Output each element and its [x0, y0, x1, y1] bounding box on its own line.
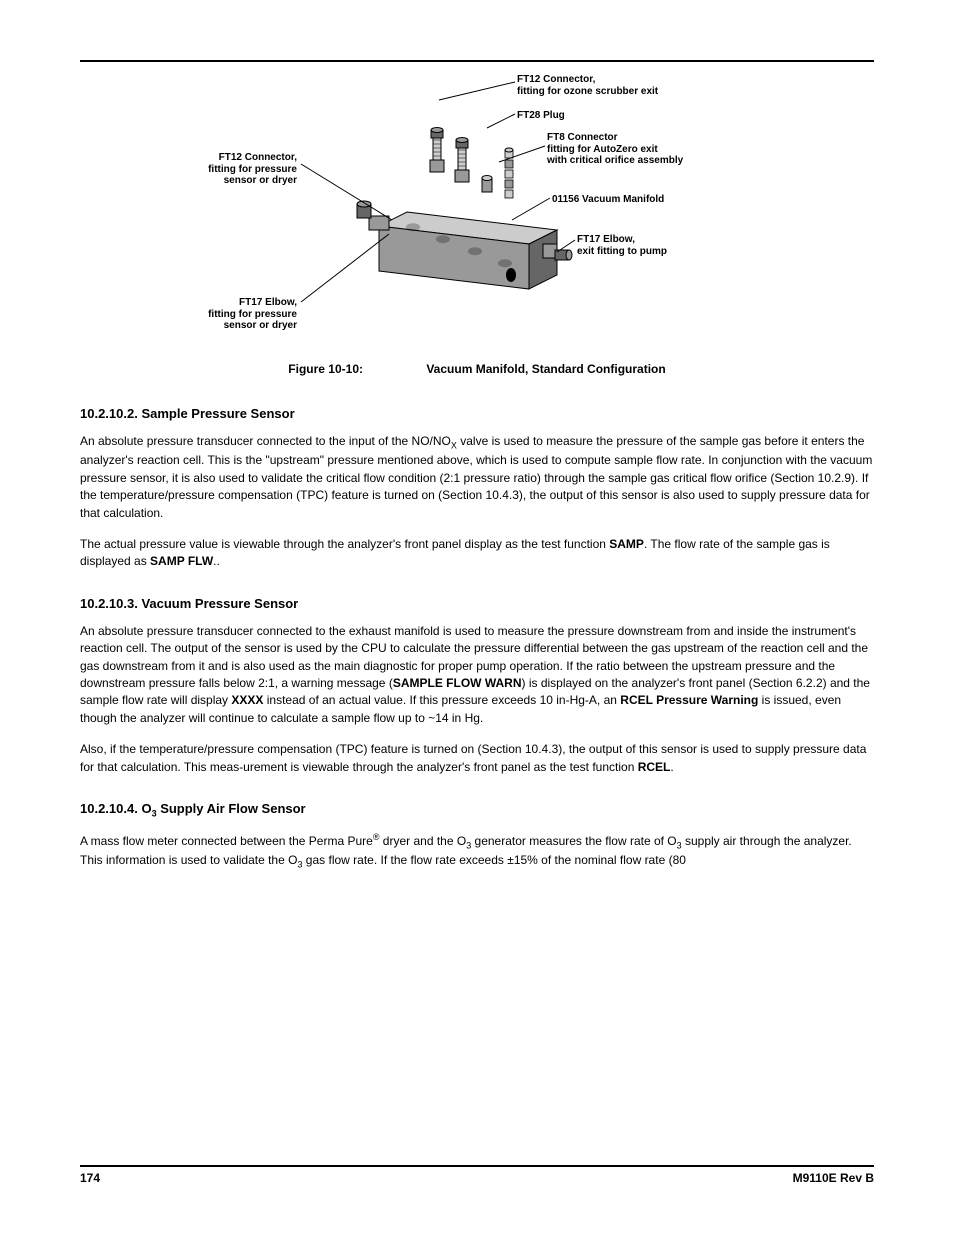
footer-page-number: 174 [80, 1171, 100, 1185]
footer-rule [80, 1165, 874, 1167]
footer-doc-id: M9110E Rev B [793, 1171, 874, 1185]
body-paragraph: A mass flow meter connected between the … [80, 831, 874, 872]
figure-10-10: FT12 Connector,fitting for ozone scrubbe… [177, 72, 777, 352]
body-paragraph: An absolute pressure transducer connecte… [80, 623, 874, 727]
diagram-label: FT17 Elbow,exit fitting to pump [577, 234, 667, 257]
body-paragraph: The actual pressure value is viewable th… [80, 536, 874, 571]
diagram-label: FT17 Elbow,fitting for pressure sensor o… [177, 297, 297, 332]
page-footer: 174 M9110E Rev B [80, 1165, 874, 1185]
diagram-label: FT12 Connector,fitting for pressuresenso… [208, 152, 297, 187]
diagram-label: FT8 Connectorfitting for AutoZero exitwi… [547, 132, 683, 167]
body-paragraph: An absolute pressure transducer connecte… [80, 433, 874, 522]
body-paragraph: Also, if the temperature/pressure compen… [80, 741, 874, 776]
figure-caption-text: Vacuum Manifold, Standard Configuration [426, 362, 665, 376]
section-heading: 10.2.10.4. O3 Supply Air Flow Sensor [80, 801, 874, 819]
diagram-label: FT12 Connector,fitting for ozone scrubbe… [517, 74, 658, 97]
diagram-label: 01156 Vacuum Manifold [552, 194, 664, 206]
top-rule [80, 60, 874, 62]
section-heading: 10.2.10.3. Vacuum Pressure Sensor [80, 596, 874, 611]
figure-label: Figure 10-10: [288, 362, 363, 376]
sections-container: 10.2.10.2. Sample Pressure Sensor An abso… [80, 406, 874, 871]
diagram-label: FT28 Plug [517, 110, 565, 122]
section-heading: 10.2.10.2. Sample Pressure Sensor [80, 406, 874, 421]
figure-caption: Figure 10-10: Vacuum Manifold, Standard … [80, 362, 874, 376]
